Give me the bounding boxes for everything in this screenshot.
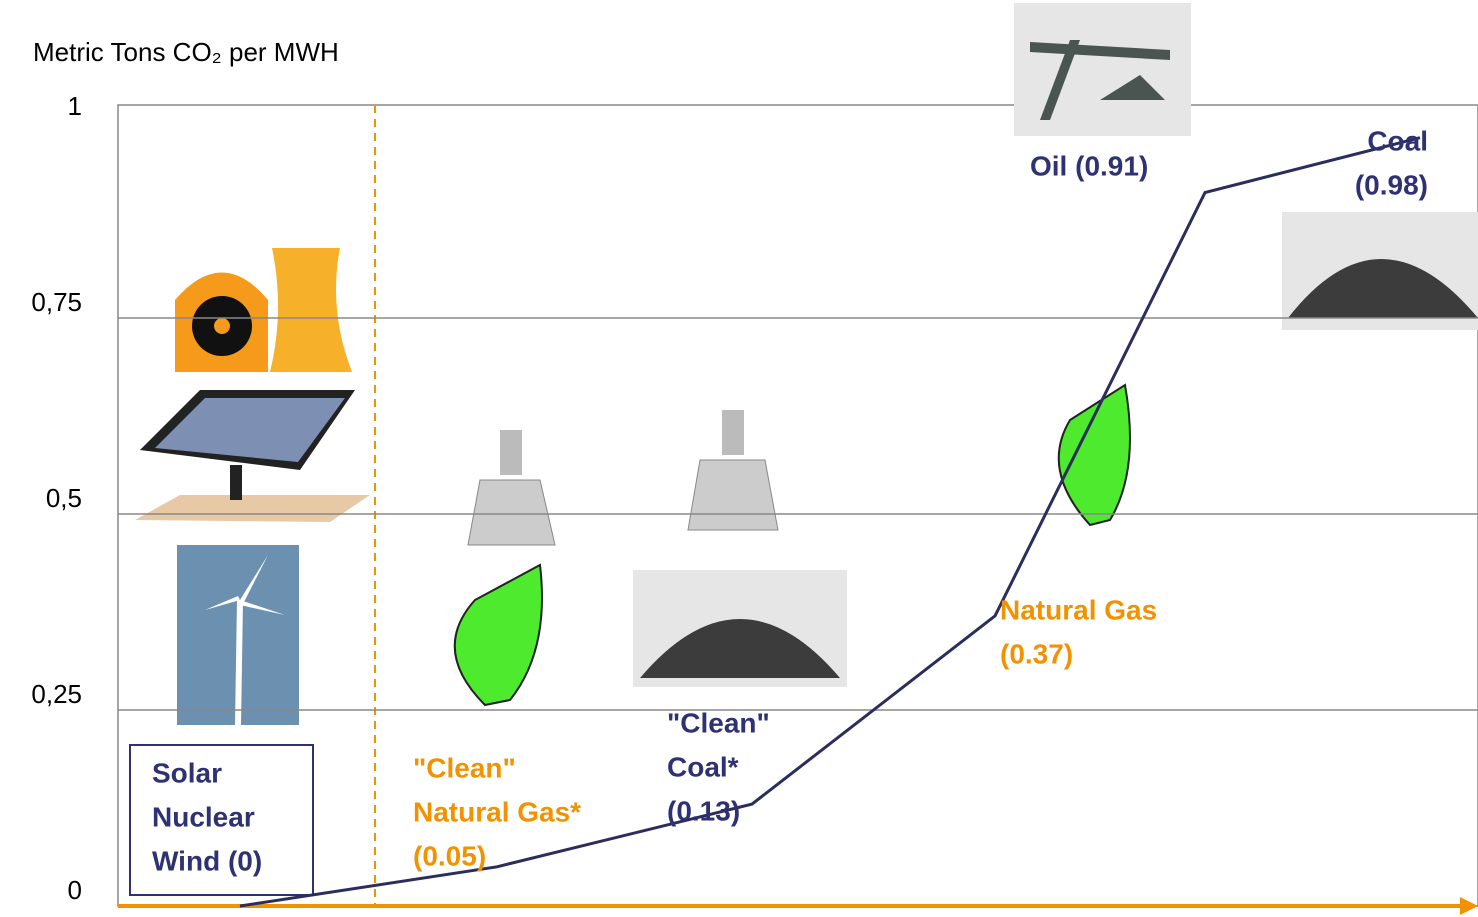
data-label: Nuclear bbox=[152, 801, 255, 832]
y-tick-label: 0,5 bbox=[46, 483, 82, 513]
y-tick-label: 0,75 bbox=[31, 287, 82, 317]
oil-icon bbox=[1014, 3, 1191, 136]
data-label: (0.13) bbox=[667, 795, 740, 826]
data-label: (0.37) bbox=[1000, 638, 1073, 669]
y-tick-label: 0,25 bbox=[31, 679, 82, 709]
data-label: Solar bbox=[152, 757, 222, 788]
chart-title: Metric Tons CO₂ per MWH bbox=[33, 37, 339, 67]
data-label: Natural Gas bbox=[1000, 594, 1157, 625]
y-tick-label: 1 bbox=[68, 91, 82, 121]
line bbox=[240, 138, 1420, 906]
data-label: Wind (0) bbox=[152, 845, 262, 876]
nuclear-icon bbox=[175, 248, 352, 372]
data-label: Coal* bbox=[667, 751, 739, 782]
data-label: (0.98) bbox=[1355, 169, 1428, 200]
data-label: Natural Gas* bbox=[413, 796, 581, 827]
chart: Metric Tons CO₂ per MWH 0 0,25 0,5 0,75 1 Sol… bbox=[0, 0, 1478, 917]
wind-icon bbox=[177, 545, 299, 725]
data-label: Oil (0.91) bbox=[1030, 150, 1148, 181]
data-label: (0.05) bbox=[413, 840, 486, 871]
data-label: "Clean" bbox=[667, 707, 770, 738]
nozzle-icons bbox=[468, 410, 778, 545]
x-axis-arrow bbox=[1460, 897, 1478, 915]
data-label: "Clean" bbox=[413, 752, 516, 783]
data-label: Coal bbox=[1367, 125, 1428, 156]
y-tick-label: 0 bbox=[68, 875, 82, 905]
solar-icon bbox=[135, 390, 370, 522]
